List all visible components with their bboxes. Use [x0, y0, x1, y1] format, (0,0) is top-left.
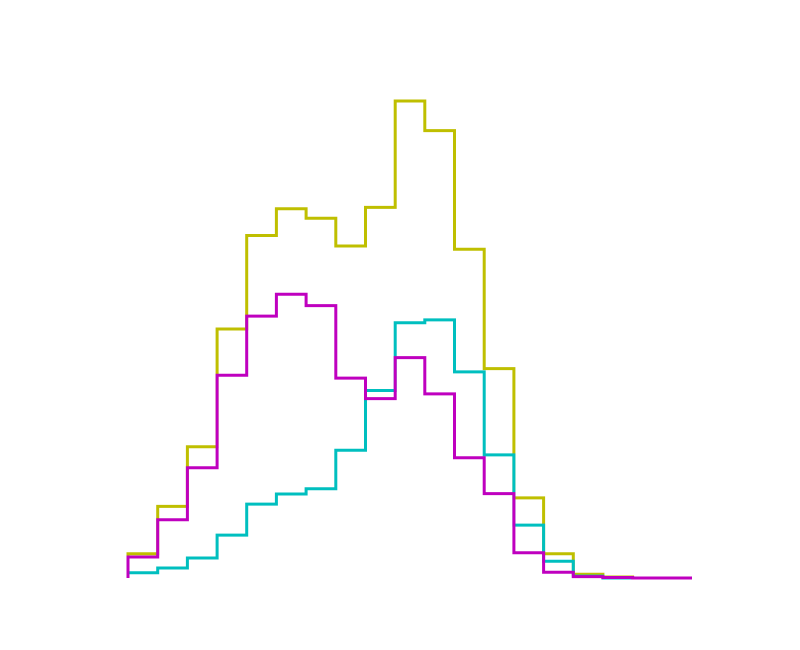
series-0-step-line — [126, 99, 692, 580]
series-layer — [126, 99, 692, 580]
series-2-step-line — [126, 292, 692, 580]
